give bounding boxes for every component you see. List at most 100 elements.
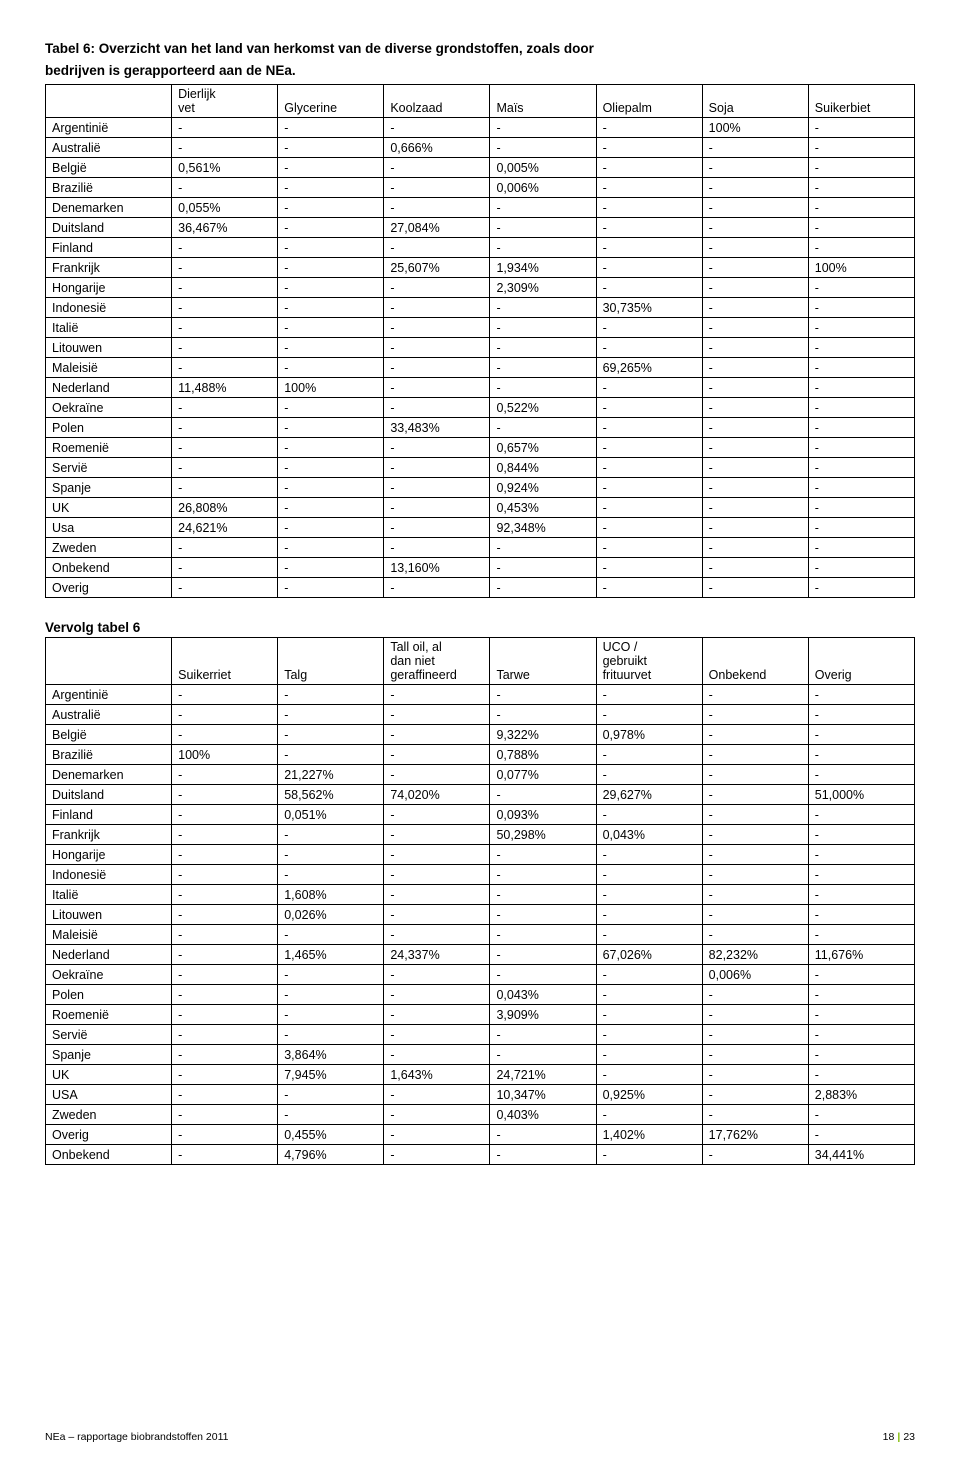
table-cell: - <box>172 725 278 745</box>
table-title-line2: bedrijven is gerapporteerd aan de NEa. <box>45 62 915 80</box>
table-cell: - <box>490 945 596 965</box>
table-cell: - <box>596 418 702 438</box>
table-row: Onbekend-4,796%----34,441% <box>46 1145 915 1165</box>
table-cell: - <box>172 398 278 418</box>
table-cell: - <box>278 138 384 158</box>
table-cell: - <box>490 685 596 705</box>
table-cell: - <box>278 238 384 258</box>
table-cell: Argentinië <box>46 685 172 705</box>
table-cell: - <box>278 725 384 745</box>
table-cell: - <box>384 518 490 538</box>
table-cell: - <box>172 418 278 438</box>
table-cell: - <box>808 765 914 785</box>
table-cell: - <box>808 725 914 745</box>
table-cell: Finland <box>46 805 172 825</box>
table-cell: - <box>384 1105 490 1125</box>
table-cell: België <box>46 158 172 178</box>
table-cell: - <box>808 985 914 1005</box>
table-row: Indonesië----30,735%-- <box>46 298 915 318</box>
table-cell: - <box>702 1025 808 1045</box>
table-cell: - <box>172 138 278 158</box>
table-cell: - <box>384 1085 490 1105</box>
table-cell: - <box>702 458 808 478</box>
table-cell: Litouwen <box>46 905 172 925</box>
table-cell: - <box>702 925 808 945</box>
table-cell: - <box>278 845 384 865</box>
table-cell: Roemenië <box>46 1005 172 1025</box>
table-2-body: Argentinië-------Australië-------België-… <box>46 685 915 1165</box>
table-row: Servië------- <box>46 1025 915 1045</box>
column-header <box>46 638 172 685</box>
table-cell: - <box>596 578 702 598</box>
table-cell: - <box>278 685 384 705</box>
table-cell: - <box>172 298 278 318</box>
table-cell: Indonesië <box>46 298 172 318</box>
table-cell: - <box>172 705 278 725</box>
table-cell: - <box>808 1125 914 1145</box>
table-cell: - <box>384 118 490 138</box>
table-cell: - <box>278 298 384 318</box>
table-cell: - <box>172 945 278 965</box>
table-cell: - <box>172 538 278 558</box>
table-cell: 92,348% <box>490 518 596 538</box>
table-cell: - <box>596 438 702 458</box>
table-cell: - <box>702 318 808 338</box>
table-cell: 100% <box>278 378 384 398</box>
table-cell: - <box>596 118 702 138</box>
table-cell: Polen <box>46 418 172 438</box>
table-cell: - <box>384 845 490 865</box>
table-cell: - <box>278 865 384 885</box>
table-cell: - <box>490 785 596 805</box>
table-cell: - <box>702 885 808 905</box>
table-cell: 34,441% <box>808 1145 914 1165</box>
table-title-line1: Tabel 6: Overzicht van het land van herk… <box>45 40 915 58</box>
table-cell: Brazilië <box>46 745 172 765</box>
table-cell: - <box>278 825 384 845</box>
table-cell: Brazilië <box>46 178 172 198</box>
table-cell: - <box>278 578 384 598</box>
table-cell: - <box>702 278 808 298</box>
table-cell: - <box>172 1045 278 1065</box>
table-cell: - <box>384 338 490 358</box>
table-cell: Servië <box>46 458 172 478</box>
table-2-head: SuikerrietTalgTall oil, aldan nietgeraff… <box>46 638 915 685</box>
table-row: Australië------- <box>46 705 915 725</box>
table-cell: - <box>172 905 278 925</box>
column-header: Onbekend <box>702 638 808 685</box>
table-cell: Maleisië <box>46 358 172 378</box>
table-cell: - <box>596 318 702 338</box>
table-cell: 29,627% <box>596 785 702 805</box>
table-cell: - <box>172 238 278 258</box>
table-cell: - <box>384 1025 490 1045</box>
table-cell: - <box>172 1125 278 1145</box>
table-cell: - <box>702 378 808 398</box>
table-cell: - <box>808 558 914 578</box>
table-cell: - <box>490 558 596 578</box>
table-cell: - <box>384 478 490 498</box>
table-cell: - <box>172 885 278 905</box>
table-cell: - <box>278 705 384 725</box>
table-cell: - <box>384 885 490 905</box>
table-cell: - <box>172 925 278 945</box>
table-cell: - <box>702 985 808 1005</box>
table-cell: Usa <box>46 518 172 538</box>
table-cell: - <box>172 118 278 138</box>
table-cell: - <box>808 905 914 925</box>
table-cell: 27,084% <box>384 218 490 238</box>
table-row: Nederland11,488%100%----- <box>46 378 915 398</box>
table-cell: - <box>596 1025 702 1045</box>
table-cell: - <box>490 1025 596 1045</box>
table-row: Polen--33,483%---- <box>46 418 915 438</box>
table-cell: - <box>808 298 914 318</box>
table-cell: - <box>808 805 914 825</box>
table-cell: - <box>596 905 702 925</box>
table-cell: - <box>808 1065 914 1085</box>
table-row: Litouwen------- <box>46 338 915 358</box>
table-1: DierlijkvetGlycerineKoolzaadMaïsOliepalm… <box>45 84 915 598</box>
table-cell: - <box>490 238 596 258</box>
table-cell: 0,924% <box>490 478 596 498</box>
table-cell: - <box>596 1005 702 1025</box>
column-header: UCO /gebruiktfrituurvet <box>596 638 702 685</box>
table-cell: - <box>278 318 384 338</box>
table-cell: - <box>808 218 914 238</box>
